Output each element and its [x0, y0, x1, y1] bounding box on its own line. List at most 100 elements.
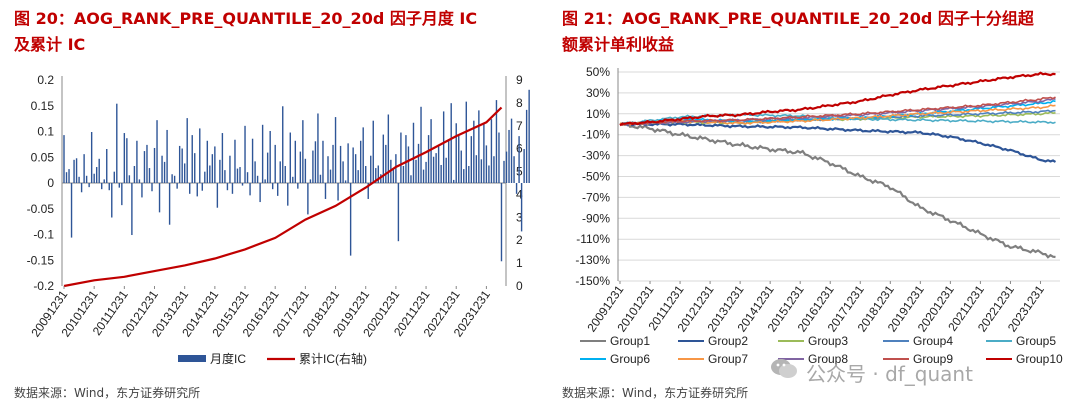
left-y-tick-label: 0.2 [37, 73, 54, 87]
ic-bar [234, 139, 236, 183]
y-tick-label: -50% [582, 170, 610, 184]
right-y-tick-label: 8 [516, 96, 523, 110]
ic-bar [370, 155, 372, 183]
ic-bar [93, 173, 95, 183]
ic-bar [518, 136, 520, 183]
cumulative-ic-line [63, 106, 503, 288]
ic-bar [133, 166, 136, 183]
left-y-tick-label: 0 [47, 176, 54, 190]
ic-bar [153, 147, 156, 183]
ic-bar [274, 144, 276, 183]
left-title-line1: 图 20：AOG_RANK_PRE_QUANTILE_20_20d 因子月度 I… [14, 9, 478, 28]
ic-bar [146, 144, 148, 183]
right-title-line1: 图 21：AOG_RANK_PRE_QUANTILE_20_20d 因子十分组超 [562, 9, 1034, 28]
ic-bar [382, 134, 385, 183]
ic-bar [178, 145, 181, 183]
left-y-tick-label: -0.1 [33, 228, 54, 242]
y-tick-label: -110% [576, 232, 610, 246]
ic-bar [166, 129, 168, 183]
ic-bar [68, 169, 70, 183]
ic-bar [176, 183, 178, 189]
right-y-tick-label: 7 [516, 119, 523, 133]
ic-bar [289, 132, 291, 183]
ic-bar [367, 183, 369, 199]
right-title-line2: 额累计单利收益 [562, 35, 675, 54]
left-y-tick-label: -0.15 [27, 253, 55, 267]
ic-bar [362, 127, 364, 183]
ic-bar [503, 160, 505, 183]
ic-bar [455, 123, 457, 183]
ic-bar [334, 117, 337, 183]
ic-bar [515, 183, 518, 194]
ic-bar [101, 183, 103, 190]
ic-bar [490, 119, 493, 183]
ic-bar [453, 179, 455, 183]
legend-label-group9: Group9 [913, 352, 953, 366]
left-y-tick-label: -0.2 [33, 279, 54, 293]
ic-bar [309, 179, 312, 183]
ic-bar [372, 120, 374, 183]
right-chart-panel: 图 21：AOG_RANK_PRE_QUANTILE_20_20d 因子十分组超… [548, 0, 1080, 411]
ic-bar [523, 149, 525, 183]
ic-bar [299, 151, 302, 183]
ic-bar [405, 135, 407, 183]
ic-bar [510, 118, 513, 183]
ic-bar [189, 183, 191, 194]
left-y-tick-label: 0.15 [31, 99, 55, 113]
left-chart-panel: 图 20：AOG_RANK_PRE_QUANTILE_20_20d 因子月度 I… [0, 0, 538, 411]
ic-bar [450, 103, 452, 183]
legend-label-group7: Group7 [708, 352, 748, 366]
ic-bar [347, 143, 349, 183]
ic-bar [387, 114, 390, 183]
ic-bar [495, 100, 498, 183]
ic-bar [214, 146, 216, 183]
series-line-group10 [619, 71, 1056, 127]
ic-bar [392, 169, 395, 183]
right-y-tick-label: 4 [516, 187, 523, 201]
ic-bar [123, 133, 126, 183]
ic-bar [485, 145, 488, 183]
right-y-tick-label: 2 [516, 233, 523, 247]
ic-bar [377, 165, 379, 183]
ic-bar [357, 170, 359, 183]
ic-bar [463, 169, 465, 183]
ic-bar [324, 183, 327, 199]
ic-bar [78, 176, 80, 183]
ic-bar [410, 175, 412, 183]
ic-bar [254, 161, 256, 183]
ic-bar [211, 154, 214, 183]
legend-label-group8: Group8 [808, 352, 848, 366]
ic-bar [131, 183, 133, 236]
ic-bar [520, 183, 523, 232]
ic-bar [216, 183, 219, 208]
ic-bar [500, 183, 503, 262]
left-y-tick-label: 0.05 [31, 150, 55, 164]
ic-bar [73, 159, 75, 183]
ic-bar [435, 153, 437, 183]
ic-bar [359, 140, 362, 183]
ic-bar [422, 169, 425, 183]
ic-bar [261, 124, 264, 183]
ic-bar [83, 154, 85, 183]
ic-bar [460, 150, 462, 183]
ic-bar [151, 183, 153, 192]
ic-bar [513, 156, 515, 183]
ic-bar [365, 166, 367, 183]
ic-bar [143, 151, 146, 183]
ic-bar [339, 145, 342, 183]
ic-bar [239, 167, 241, 183]
legend-bar-swatch [178, 355, 206, 362]
ic-bar [271, 183, 274, 190]
ic-bar [400, 132, 402, 183]
ic-bar [415, 159, 417, 183]
ic-bar [475, 155, 478, 183]
ic-bar [354, 154, 357, 183]
ic-bar [277, 183, 279, 196]
ic-bar [116, 103, 118, 183]
ic-bar [161, 155, 163, 183]
ic-bar [480, 159, 483, 183]
ic-bar [121, 183, 123, 206]
ic-bar [226, 183, 229, 191]
ic-bar [473, 120, 475, 183]
ic-bar [95, 167, 98, 183]
